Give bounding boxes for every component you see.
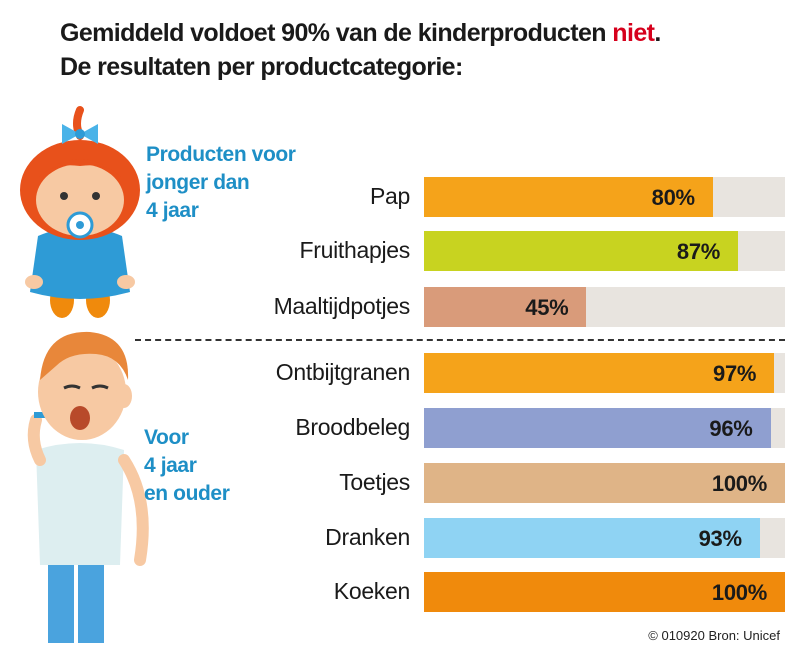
category-label: Pap xyxy=(369,183,410,209)
group-young-line: 4 jaar xyxy=(146,199,199,222)
source-credit: © 010920 Bron: Unicef xyxy=(648,628,780,643)
title-prefix: Gemiddeld voldoet 90% van de kinderprodu… xyxy=(60,19,613,47)
bar-track xyxy=(424,177,785,217)
title-line-1: Gemiddeld voldoet 90% van de kinderprodu… xyxy=(60,16,661,50)
group-young-line: Producten voor xyxy=(146,143,296,166)
group-older-line: Voor xyxy=(144,426,189,449)
bar-track xyxy=(424,572,785,612)
bar xyxy=(424,177,713,217)
bar xyxy=(424,231,739,271)
boy-illustration xyxy=(27,331,149,643)
bar-value-label: 100% xyxy=(711,580,767,605)
title-highlight: niet xyxy=(612,19,655,47)
category-label: Koeken xyxy=(333,578,411,604)
bar xyxy=(424,518,760,558)
bar xyxy=(424,572,785,612)
bar xyxy=(424,463,785,503)
bar xyxy=(424,287,587,327)
group-older-line: 4 jaar xyxy=(144,454,197,477)
chart-title: Gemiddeld voldoet 90% van de kinderprodu… xyxy=(60,16,661,84)
group-older-line: en ouder xyxy=(144,482,230,505)
category-label: Broodbeleg xyxy=(295,414,410,440)
group-label-older: Voor 4 jaar en ouder xyxy=(144,424,230,508)
bar-track xyxy=(424,287,785,327)
bar-value-label: 97% xyxy=(713,361,757,386)
category-label: Ontbijtgranen xyxy=(275,359,411,385)
group-label-young: Producten voor jonger dan 4 jaar xyxy=(146,141,296,225)
title-suffix: . xyxy=(654,19,661,47)
bar-value-label: 45% xyxy=(525,295,569,320)
category-label: Dranken xyxy=(325,524,410,550)
bar-track xyxy=(424,408,785,448)
bar-track xyxy=(424,463,785,503)
bar-track xyxy=(424,231,785,271)
group-young-line: jonger dan xyxy=(146,171,250,194)
bar xyxy=(424,353,775,393)
bar-track xyxy=(424,518,785,558)
bar-value-label: 100% xyxy=(711,471,767,496)
category-label: Maaltijdpotjes xyxy=(273,293,411,319)
bar-track xyxy=(424,353,785,393)
category-label: Toetjes xyxy=(339,469,410,495)
group-divider xyxy=(135,339,785,341)
baby-illustration xyxy=(20,106,140,318)
bar-value-label: 96% xyxy=(709,416,753,441)
bar xyxy=(424,408,771,448)
bar-value-label: 80% xyxy=(651,185,695,210)
title-line-2: De resultaten per productcategorie: xyxy=(60,53,463,81)
category-label: Fruithapjes xyxy=(299,237,411,263)
bar-value-label: 87% xyxy=(676,239,721,264)
bar-value-label: 93% xyxy=(698,526,742,551)
